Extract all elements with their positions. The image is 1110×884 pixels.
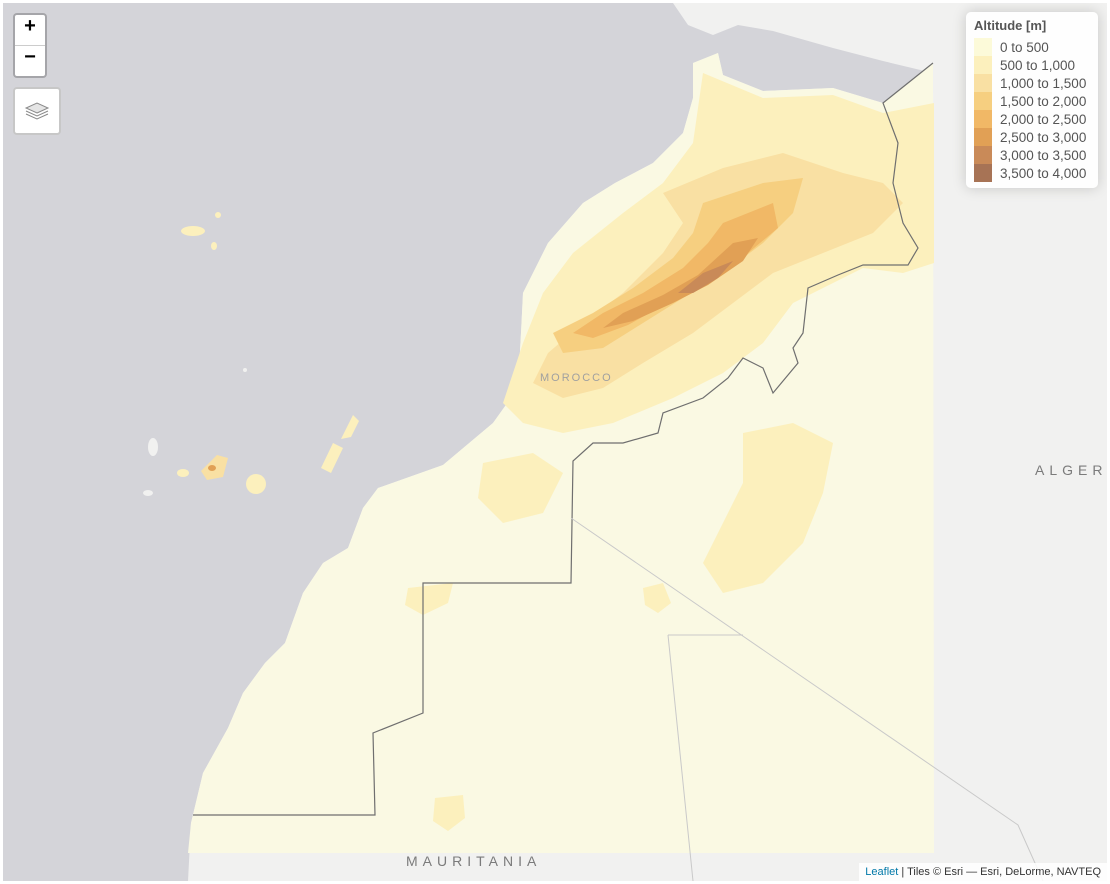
layers-control-button[interactable] xyxy=(13,87,61,135)
zoom-control: + − xyxy=(13,13,47,78)
legend-item: 500 to 1,000 xyxy=(974,56,1090,74)
leaflet-link[interactable]: Leaflet xyxy=(865,866,899,878)
attribution-text: | Tiles © Esri — Esri, DeLorme, NAVTEQ xyxy=(898,866,1101,878)
country-borders xyxy=(193,62,934,816)
zoom-in-button[interactable]: + xyxy=(24,15,36,37)
canary-islands xyxy=(143,212,359,496)
layers-icon xyxy=(24,102,50,120)
legend-items: 0 to 500 500 to 1,000 1,000 to 1,500 1,500 … xyxy=(974,38,1090,182)
legend-swatch xyxy=(974,146,992,164)
legend-swatch xyxy=(974,128,992,146)
legend-label: 1,500 to 2,000 xyxy=(1000,93,1087,109)
legend-swatch xyxy=(974,92,992,110)
country-label-morocco: MOROCCO xyxy=(540,372,613,384)
legend-label: 2,500 to 3,000 xyxy=(1000,129,1087,145)
faint-borders xyxy=(570,517,1044,881)
legend-label: 3,000 to 3,500 xyxy=(1000,147,1087,163)
legend-swatch xyxy=(974,56,992,74)
elevation-bands xyxy=(405,73,934,831)
legend-item: 3,500 to 4,000 xyxy=(974,164,1090,182)
legend-item: 2,500 to 3,000 xyxy=(974,128,1090,146)
legend-label: 3,500 to 4,000 xyxy=(1000,165,1087,181)
legend-item: 3,000 to 3,500 xyxy=(974,146,1090,164)
country-label-algeria: ALGERIA xyxy=(1035,462,1107,478)
altitude-legend: Altitude [m] 0 to 500 500 to 1,000 1,000 t… xyxy=(966,12,1098,188)
basemap xyxy=(3,3,1107,881)
legend-item: 2,000 to 2,500 xyxy=(974,110,1090,128)
map-container[interactable]: MOROCCO ALGERIA MAURITANIA + − Altitude … xyxy=(3,3,1107,881)
legend-item: 0 to 500 xyxy=(974,38,1090,56)
legend-swatch xyxy=(974,164,992,182)
legend-label: 500 to 1,000 xyxy=(1000,57,1076,73)
zoom-out-button[interactable]: − xyxy=(15,45,45,76)
legend-swatch xyxy=(974,38,992,56)
legend-title: Altitude [m] xyxy=(974,18,1047,33)
legend-label: 2,000 to 2,500 xyxy=(1000,111,1087,127)
legend-item: 1,500 to 2,000 xyxy=(974,92,1090,110)
attribution: Leaflet | Tiles © Esri — Esri, DeLorme, … xyxy=(859,863,1107,881)
legend-swatch xyxy=(974,110,992,128)
legend-label: 1,000 to 1,500 xyxy=(1000,75,1087,91)
legend-label: 0 to 500 xyxy=(1000,39,1049,55)
legend-item: 1,000 to 1,500 xyxy=(974,74,1090,92)
country-label-mauritania: MAURITANIA xyxy=(406,853,542,869)
legend-swatch xyxy=(974,74,992,92)
